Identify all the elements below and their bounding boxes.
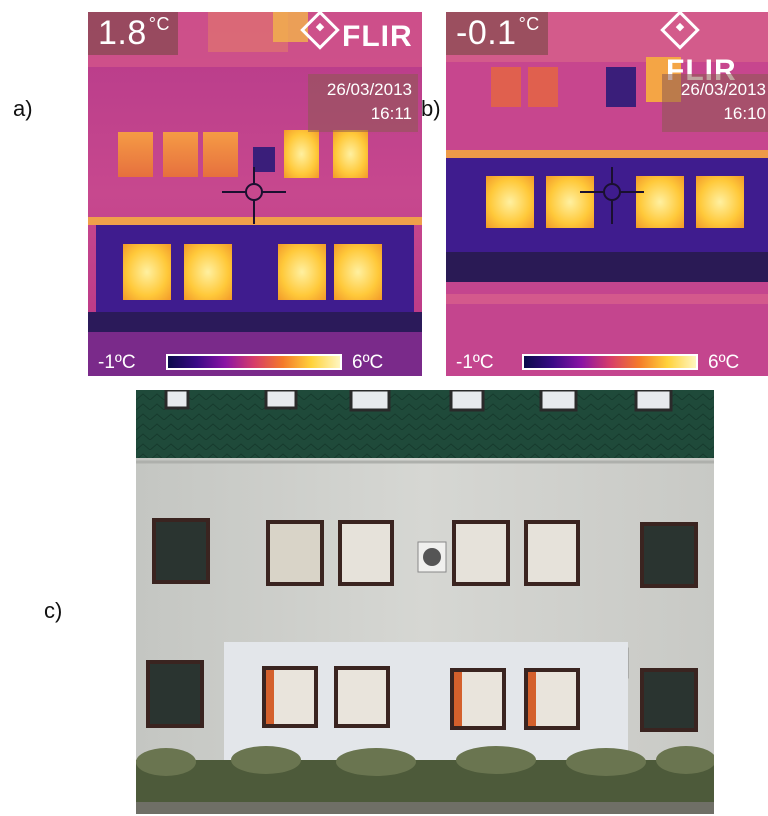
date-b: 26/03/2013 <box>680 80 766 99</box>
crosshair-a <box>222 167 286 224</box>
spot-temp-unit-a: °C <box>148 14 170 34</box>
timestamp-a: 26/03/2013 16:11 <box>308 74 418 132</box>
thermal-scene-a <box>88 12 422 376</box>
scale-min-b: -1ºC <box>456 352 494 373</box>
spot-temperature-a: 1.8 °C <box>88 12 178 55</box>
label-c: c) <box>44 598 63 623</box>
spot-temperature-b: -0.1 °C <box>446 12 548 55</box>
scale-min-a: -1ºC <box>98 352 136 373</box>
thermal-image-b: -0.1 °C FLIR 26/03/2013 16:10 -1ºC 6ºC <box>446 12 768 376</box>
spot-temp-value-b: -0.1 <box>456 14 517 52</box>
building-facade <box>136 390 714 814</box>
label-a: a) <box>13 96 33 121</box>
upper-floor-windows <box>152 518 698 588</box>
color-scale-bar-b <box>522 354 698 370</box>
lower-windows-a <box>123 244 382 300</box>
label-b: b) <box>421 96 441 121</box>
flir-brand-a: FLIR <box>342 20 413 53</box>
building-photo <box>136 390 714 814</box>
spot-temp-value-a: 1.8 <box>98 14 147 52</box>
lower-windows-b <box>486 176 744 228</box>
scale-max-b: 6ºC <box>708 352 740 373</box>
flir-logo-a: FLIR <box>300 12 413 54</box>
thermal-image-a: 1.8 °C FLIR 26/03/2013 16:11 -1ºC 6ºC <box>88 12 422 376</box>
color-scale-bar-a <box>166 354 342 370</box>
scale-max-a: 6ºC <box>352 352 384 373</box>
timestamp-b: 26/03/2013 16:10 <box>662 74 768 132</box>
spot-temp-unit-b: °C <box>518 14 540 34</box>
date-a: 26/03/2013 <box>326 80 412 99</box>
time-a: 16:11 <box>370 104 412 123</box>
upper-windows-a <box>118 130 368 178</box>
flir-diamond-icon <box>300 12 340 50</box>
time-b: 16:10 <box>723 104 766 123</box>
crosshair-b <box>580 167 644 224</box>
roof-windows <box>164 390 673 412</box>
flir-diamond-icon <box>660 12 700 50</box>
